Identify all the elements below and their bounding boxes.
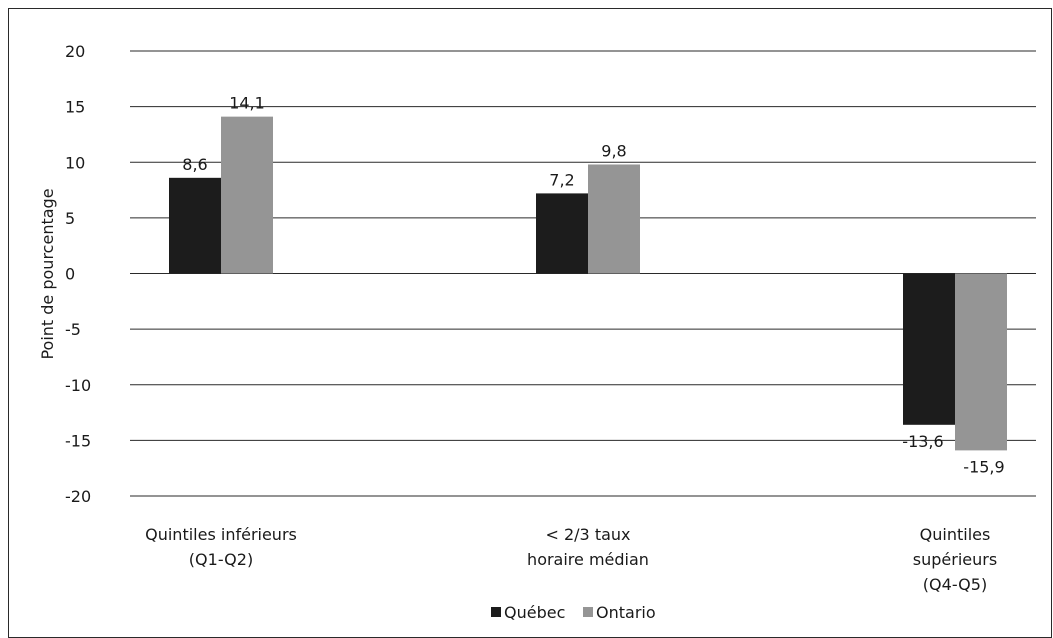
legend-label: Québec	[504, 603, 565, 622]
category-label: horaire médian	[527, 550, 649, 569]
data-label: -13,6	[902, 432, 943, 451]
y-tick-label: -20	[65, 487, 91, 506]
y-tick-label: 15	[65, 98, 85, 117]
y-axis-title: Point de pourcentage	[38, 188, 57, 359]
y-tick-label: 5	[65, 209, 75, 228]
data-label: 7,2	[549, 170, 574, 189]
y-tick-label: 20	[65, 42, 85, 61]
y-tick-label: -10	[65, 376, 91, 395]
category-label: < 2/3 taux	[545, 525, 630, 544]
bar-quebec	[536, 193, 588, 274]
category-label: (Q1-Q2)	[189, 550, 253, 569]
data-label: 9,8	[601, 141, 626, 160]
bar-quebec	[903, 273, 955, 425]
data-label: 14,1	[229, 94, 265, 113]
legend-swatch-ontario	[583, 607, 593, 617]
bar-ontario	[588, 164, 640, 274]
y-tick-label: 10	[65, 153, 85, 172]
data-label: -15,9	[963, 457, 1004, 476]
y-tick-label: -15	[65, 431, 91, 450]
bar-quebec	[169, 177, 221, 274]
chart-frame	[8, 8, 1052, 638]
category-label: (Q4-Q5)	[923, 575, 987, 594]
data-label: 8,6	[182, 155, 207, 174]
y-tick-label: 0	[65, 265, 75, 284]
legend-swatch-quebec	[491, 607, 501, 617]
category-label: Quintiles	[920, 525, 991, 544]
bar-ontario	[955, 273, 1007, 451]
y-tick-label: -5	[65, 320, 81, 339]
category-label: Quintiles inférieurs	[145, 525, 297, 544]
category-label: supérieurs	[913, 550, 997, 569]
legend-label: Ontario	[596, 603, 656, 622]
bar-ontario	[221, 116, 273, 274]
